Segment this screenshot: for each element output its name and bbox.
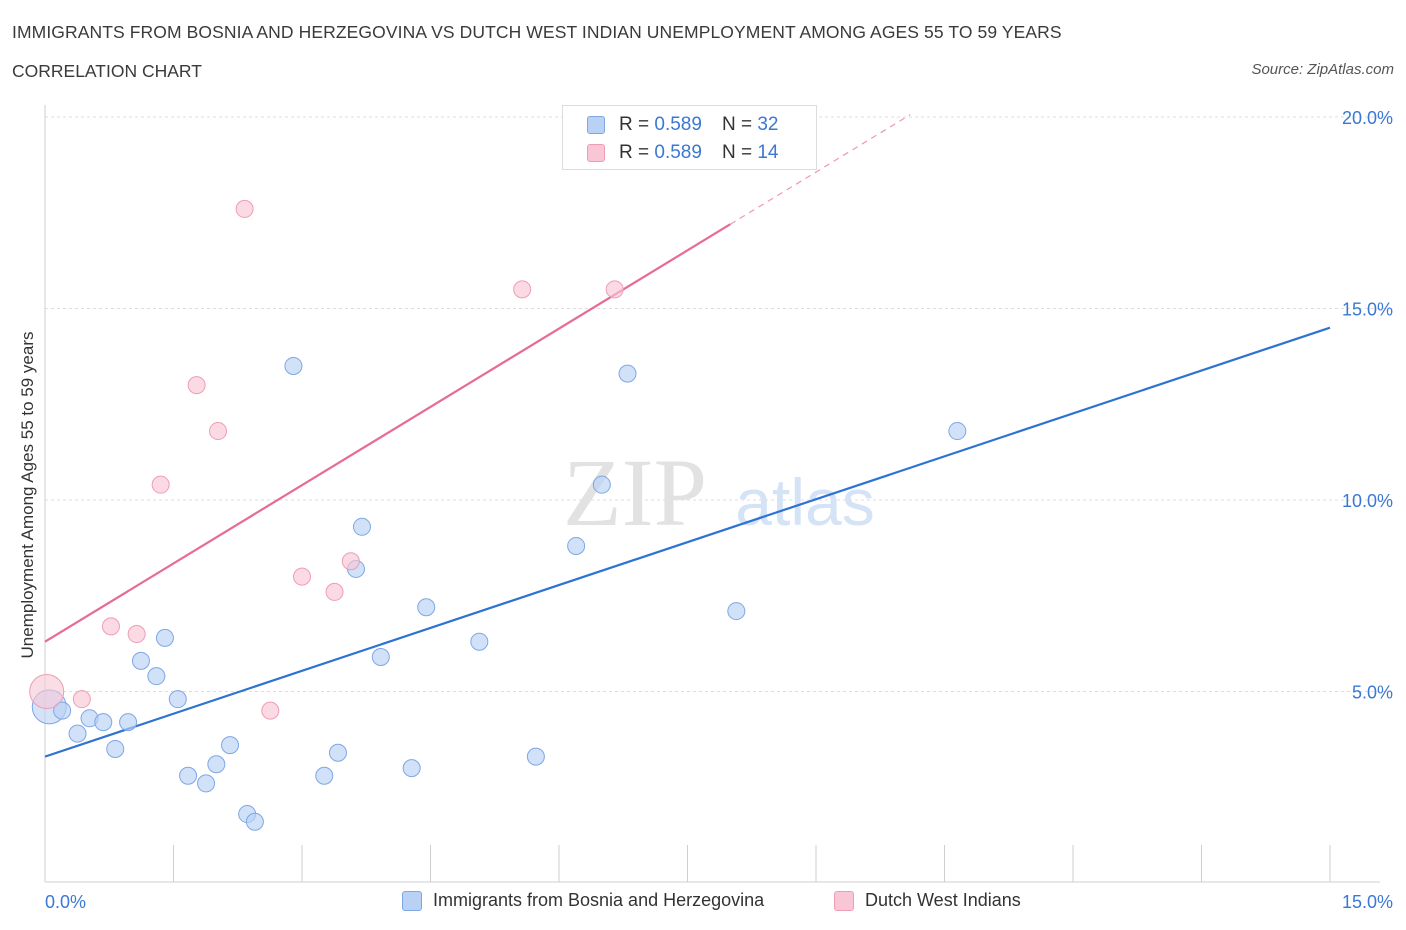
bottom-legend-label: Dutch West Indians [865, 890, 1021, 910]
bottom-legend-label: Immigrants from Bosnia and Herzegovina [433, 890, 765, 910]
point-bosnia [207, 755, 226, 774]
legend-row-dutch: R = 0.589 N = 14 [587, 142, 778, 164]
bottom-legend-swatch-blue [402, 890, 422, 911]
watermark: ZIP atlas [563, 439, 875, 546]
bottom-legend-bosnia: Immigrants from Bosnia and Herzegovina [402, 890, 764, 911]
legend-r-label: R = [619, 142, 650, 163]
point-bosnia [168, 690, 187, 709]
point-bosnia [147, 667, 166, 686]
point-bosnia [352, 517, 371, 536]
point-bosnia [179, 766, 198, 785]
point-dutch-west-indian [325, 582, 344, 601]
point-dutch-west-indian [261, 701, 280, 720]
bottom-legend-dutch: Dutch West Indians [834, 890, 1021, 911]
bottom-legend-swatch-pink [834, 890, 854, 911]
point-bosnia [567, 536, 586, 555]
y-axis-label: Unemployment Among Ages 55 to 59 years [18, 331, 37, 659]
point-dutch-west-indian [513, 280, 532, 299]
point-bosnia [402, 759, 421, 778]
legend-r-value: 0.589 [654, 114, 702, 135]
point-dutch-west-indian [293, 567, 311, 586]
y-tick-label: 20.0% [1342, 108, 1393, 128]
point-bosnia [315, 766, 334, 785]
point-bosnia [727, 602, 746, 621]
stats-legend: R = 0.589 N = 32 R = 0.589 N = 14 [562, 105, 817, 170]
point-dutch-west-indian [605, 280, 624, 299]
point-bosnia [53, 701, 72, 720]
y-tick-label: 5.0% [1352, 683, 1393, 703]
point-bosnia [119, 713, 138, 732]
point-bosnia [371, 648, 390, 667]
trend-line-extension-dutch-west-indian [730, 114, 911, 225]
point-bosnia [106, 739, 125, 758]
legend-n-label: N = [721, 114, 753, 135]
tick-labels: 5.0% 10.0% 15.0% 20.0% 0.0% 15.0% [45, 108, 1393, 912]
point-bosnia [618, 364, 637, 383]
x-tick-label: 0.0% [45, 892, 86, 912]
point-bosnia [68, 724, 87, 743]
point-bosnia [284, 356, 303, 375]
point-dutch-west-indian [127, 625, 146, 644]
point-bosnia [197, 774, 216, 793]
point-bosnia [592, 475, 611, 494]
point-bosnia [131, 651, 150, 670]
point-dutch-west-indian [235, 199, 254, 218]
point-bosnia [948, 422, 967, 441]
legend-n-value: 14 [757, 142, 779, 163]
data-points [29, 199, 967, 831]
legend-r-label: R = [619, 114, 650, 135]
legend-row-bosnia: R = 0.589 N = 32 [587, 114, 778, 136]
y-tick-label: 10.0% [1342, 491, 1393, 511]
x-tick-label: 15.0% [1342, 892, 1393, 912]
source-text: Source: ZipAtlas.com [1251, 61, 1394, 78]
point-bosnia [221, 736, 240, 755]
point-bosnia [526, 747, 545, 766]
point-bosnia [328, 743, 347, 762]
point-bosnia [470, 632, 489, 651]
y-tick-label: 15.0% [1342, 300, 1393, 320]
point-dutch-west-indian [72, 690, 91, 709]
point-bosnia [94, 713, 113, 732]
legend-n-label: N = [721, 142, 753, 163]
trend-line-bosnia [44, 326, 1331, 758]
point-dutch-west-indian [209, 422, 228, 441]
point-dutch-west-indian [29, 674, 65, 709]
legend-r-value: 0.589 [654, 142, 702, 163]
point-dutch-west-indian [187, 376, 206, 395]
point-bosnia [417, 598, 436, 617]
axes [44, 105, 1380, 883]
point-dutch-west-indian [151, 475, 170, 494]
watermark-zip: ZIP [563, 439, 707, 546]
point-dutch-west-indian [101, 617, 120, 636]
legend-swatch-pink [587, 144, 605, 162]
chart-subtitle: CORRELATION CHART [12, 61, 202, 81]
point-dutch-west-indian [341, 552, 360, 571]
point-bosnia [155, 628, 174, 647]
chart-title: IMMIGRANTS FROM BOSNIA AND HERZEGOVINA V… [12, 22, 1062, 42]
point-bosnia [245, 812, 264, 831]
legend-swatch-blue [587, 116, 605, 134]
trend-line-dutch-west-indian [44, 223, 731, 643]
legend-n-value: 32 [757, 114, 779, 135]
